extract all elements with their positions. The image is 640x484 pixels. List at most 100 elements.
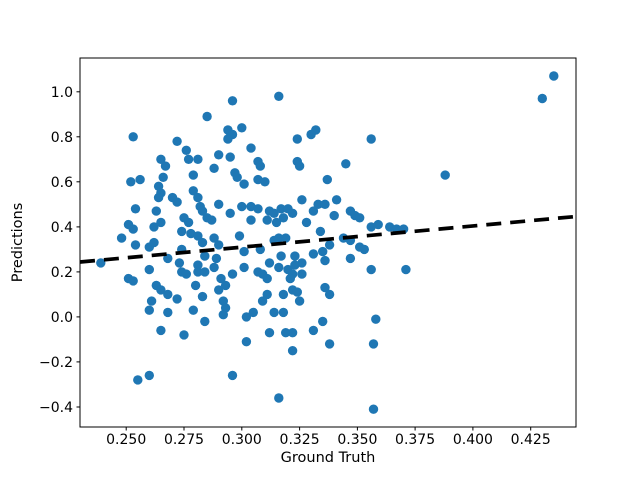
data-point [227, 269, 238, 279]
data-point [315, 226, 326, 237]
y-tick-label: 0.6 [51, 175, 73, 191]
data-point [128, 224, 138, 234]
data-point [193, 154, 203, 164]
plot-area [79, 71, 577, 414]
data-point [290, 251, 300, 261]
data-point [207, 215, 217, 225]
data-point [276, 251, 286, 261]
data-point [262, 215, 272, 225]
data-point [318, 246, 328, 257]
data-point [232, 172, 242, 182]
y-tick-label: 1.0 [51, 85, 73, 101]
trend-line [79, 214, 577, 264]
data-point [197, 206, 208, 216]
data-point [440, 170, 450, 180]
data-point [278, 289, 289, 300]
data-point [345, 253, 356, 264]
data-point [225, 208, 235, 218]
data-point [220, 280, 231, 291]
x-tick-label: 0.300 [222, 432, 262, 448]
data-point [366, 134, 376, 144]
data-point [214, 199, 224, 209]
data-point [239, 262, 249, 273]
data-point [368, 404, 379, 414]
data-point [308, 249, 319, 259]
y-tick-label: 0.2 [51, 265, 73, 281]
data-point [290, 260, 300, 270]
data-point [318, 316, 328, 327]
data-point [202, 111, 212, 122]
data-point [237, 201, 247, 212]
x-tick-label: 0.375 [395, 432, 435, 448]
x-tick-label: 0.350 [337, 432, 377, 448]
data-point [172, 136, 182, 146]
data-point [246, 215, 256, 225]
data-point [255, 161, 265, 171]
x-tick-label: 0.400 [453, 432, 493, 448]
data-point [297, 195, 307, 205]
data-point [126, 177, 136, 187]
data-point [188, 305, 198, 315]
data-point [324, 289, 335, 300]
data-point [269, 307, 279, 318]
data-point [278, 213, 289, 223]
data-point [172, 294, 182, 304]
data-point [308, 206, 319, 216]
data-point [320, 199, 330, 209]
data-point [156, 217, 166, 228]
data-point [373, 219, 383, 230]
data-point [160, 161, 171, 171]
y-tick-label: 0.4 [51, 220, 73, 236]
data-point [274, 91, 284, 102]
data-point [313, 199, 323, 209]
data-point [183, 154, 194, 164]
data-point [281, 328, 291, 338]
data-point [188, 170, 198, 180]
data-point [179, 330, 189, 340]
data-point [237, 123, 247, 133]
data-point [308, 325, 319, 336]
data-point [151, 206, 161, 216]
data-point [271, 217, 282, 228]
y-tick-label: −0.4 [39, 400, 73, 416]
data-point [116, 233, 127, 243]
data-point [153, 192, 164, 203]
data-point [216, 273, 226, 284]
data-point [163, 289, 173, 300]
data-point [294, 161, 305, 171]
data-point [274, 233, 284, 243]
data-point [287, 208, 298, 218]
x-tick-label: 0.275 [164, 432, 204, 448]
data-point [163, 253, 173, 264]
data-point [324, 240, 335, 250]
data-point [322, 174, 332, 185]
data-point [181, 269, 191, 279]
data-point [248, 307, 258, 318]
data-point [156, 285, 166, 295]
data-point [193, 260, 203, 270]
data-point [274, 262, 284, 273]
data-point [172, 197, 182, 207]
data-point [193, 192, 203, 203]
axes-spines [79, 57, 577, 428]
data-point [241, 312, 252, 322]
data-point [174, 258, 185, 268]
data-point [214, 240, 224, 250]
data-point [241, 337, 252, 347]
data-point [200, 267, 210, 277]
data-point [158, 172, 168, 182]
data-point [537, 93, 547, 104]
data-point [287, 328, 298, 338]
data-point [144, 264, 154, 275]
data-point [133, 375, 143, 385]
data-point [320, 255, 330, 266]
data-point [274, 393, 284, 403]
data-point [130, 204, 141, 214]
axis-ticks: 0.250 0.275 0.300 0.325 0.350 0.375 0.400 0.425… [39, 85, 551, 448]
data-point [197, 291, 208, 302]
data-point [371, 314, 381, 324]
data-point [197, 237, 208, 248]
data-point [156, 154, 166, 164]
data-point [329, 210, 339, 221]
data-point [234, 231, 245, 241]
